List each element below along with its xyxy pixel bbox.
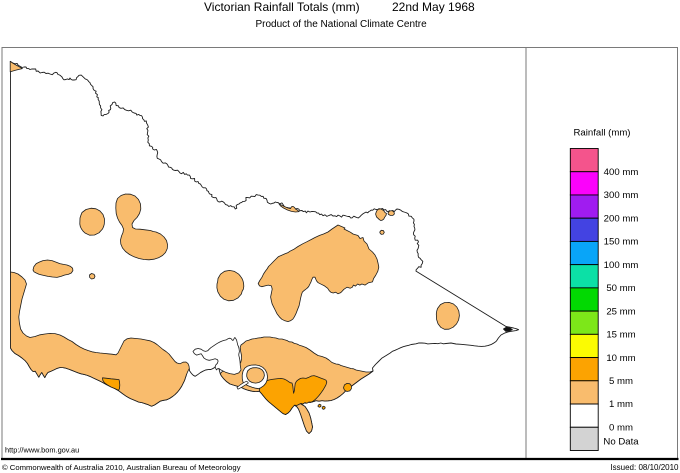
svg-text:200 mm: 200 mm <box>604 213 639 224</box>
svg-text:15 mm: 15 mm <box>606 330 635 341</box>
svg-text:400 mm: 400 mm <box>604 167 639 178</box>
svg-text:22nd May 1968: 22nd May 1968 <box>392 0 475 14</box>
svg-text:© Commonwealth of Australia 20: © Commonwealth of Australia 2010, Austra… <box>2 463 241 472</box>
svg-text:1 mm: 1 mm <box>609 399 633 410</box>
svg-text:No Data: No Data <box>603 437 639 448</box>
svg-text:0 mm: 0 mm <box>609 423 633 434</box>
svg-text:Issued: 08/10/2010: Issued: 08/10/2010 <box>610 463 679 472</box>
svg-text:50 mm: 50 mm <box>606 283 635 294</box>
svg-text:Victorian Rainfall Totals (mm): Victorian Rainfall Totals (mm) <box>204 0 360 14</box>
svg-text:5 mm: 5 mm <box>609 376 633 387</box>
svg-text:300 mm: 300 mm <box>604 190 639 201</box>
svg-text:100 mm: 100 mm <box>604 260 639 271</box>
svg-text:Rainfall (mm): Rainfall (mm) <box>573 128 630 139</box>
svg-text:25 mm: 25 mm <box>606 306 635 317</box>
svg-text:http://www.bom.gov.au: http://www.bom.gov.au <box>5 446 79 455</box>
svg-text:10 mm: 10 mm <box>606 353 635 364</box>
svg-text:Product of the National Climat: Product of the National Climate Centre <box>256 19 428 30</box>
svg-text:150 mm: 150 mm <box>604 237 639 248</box>
